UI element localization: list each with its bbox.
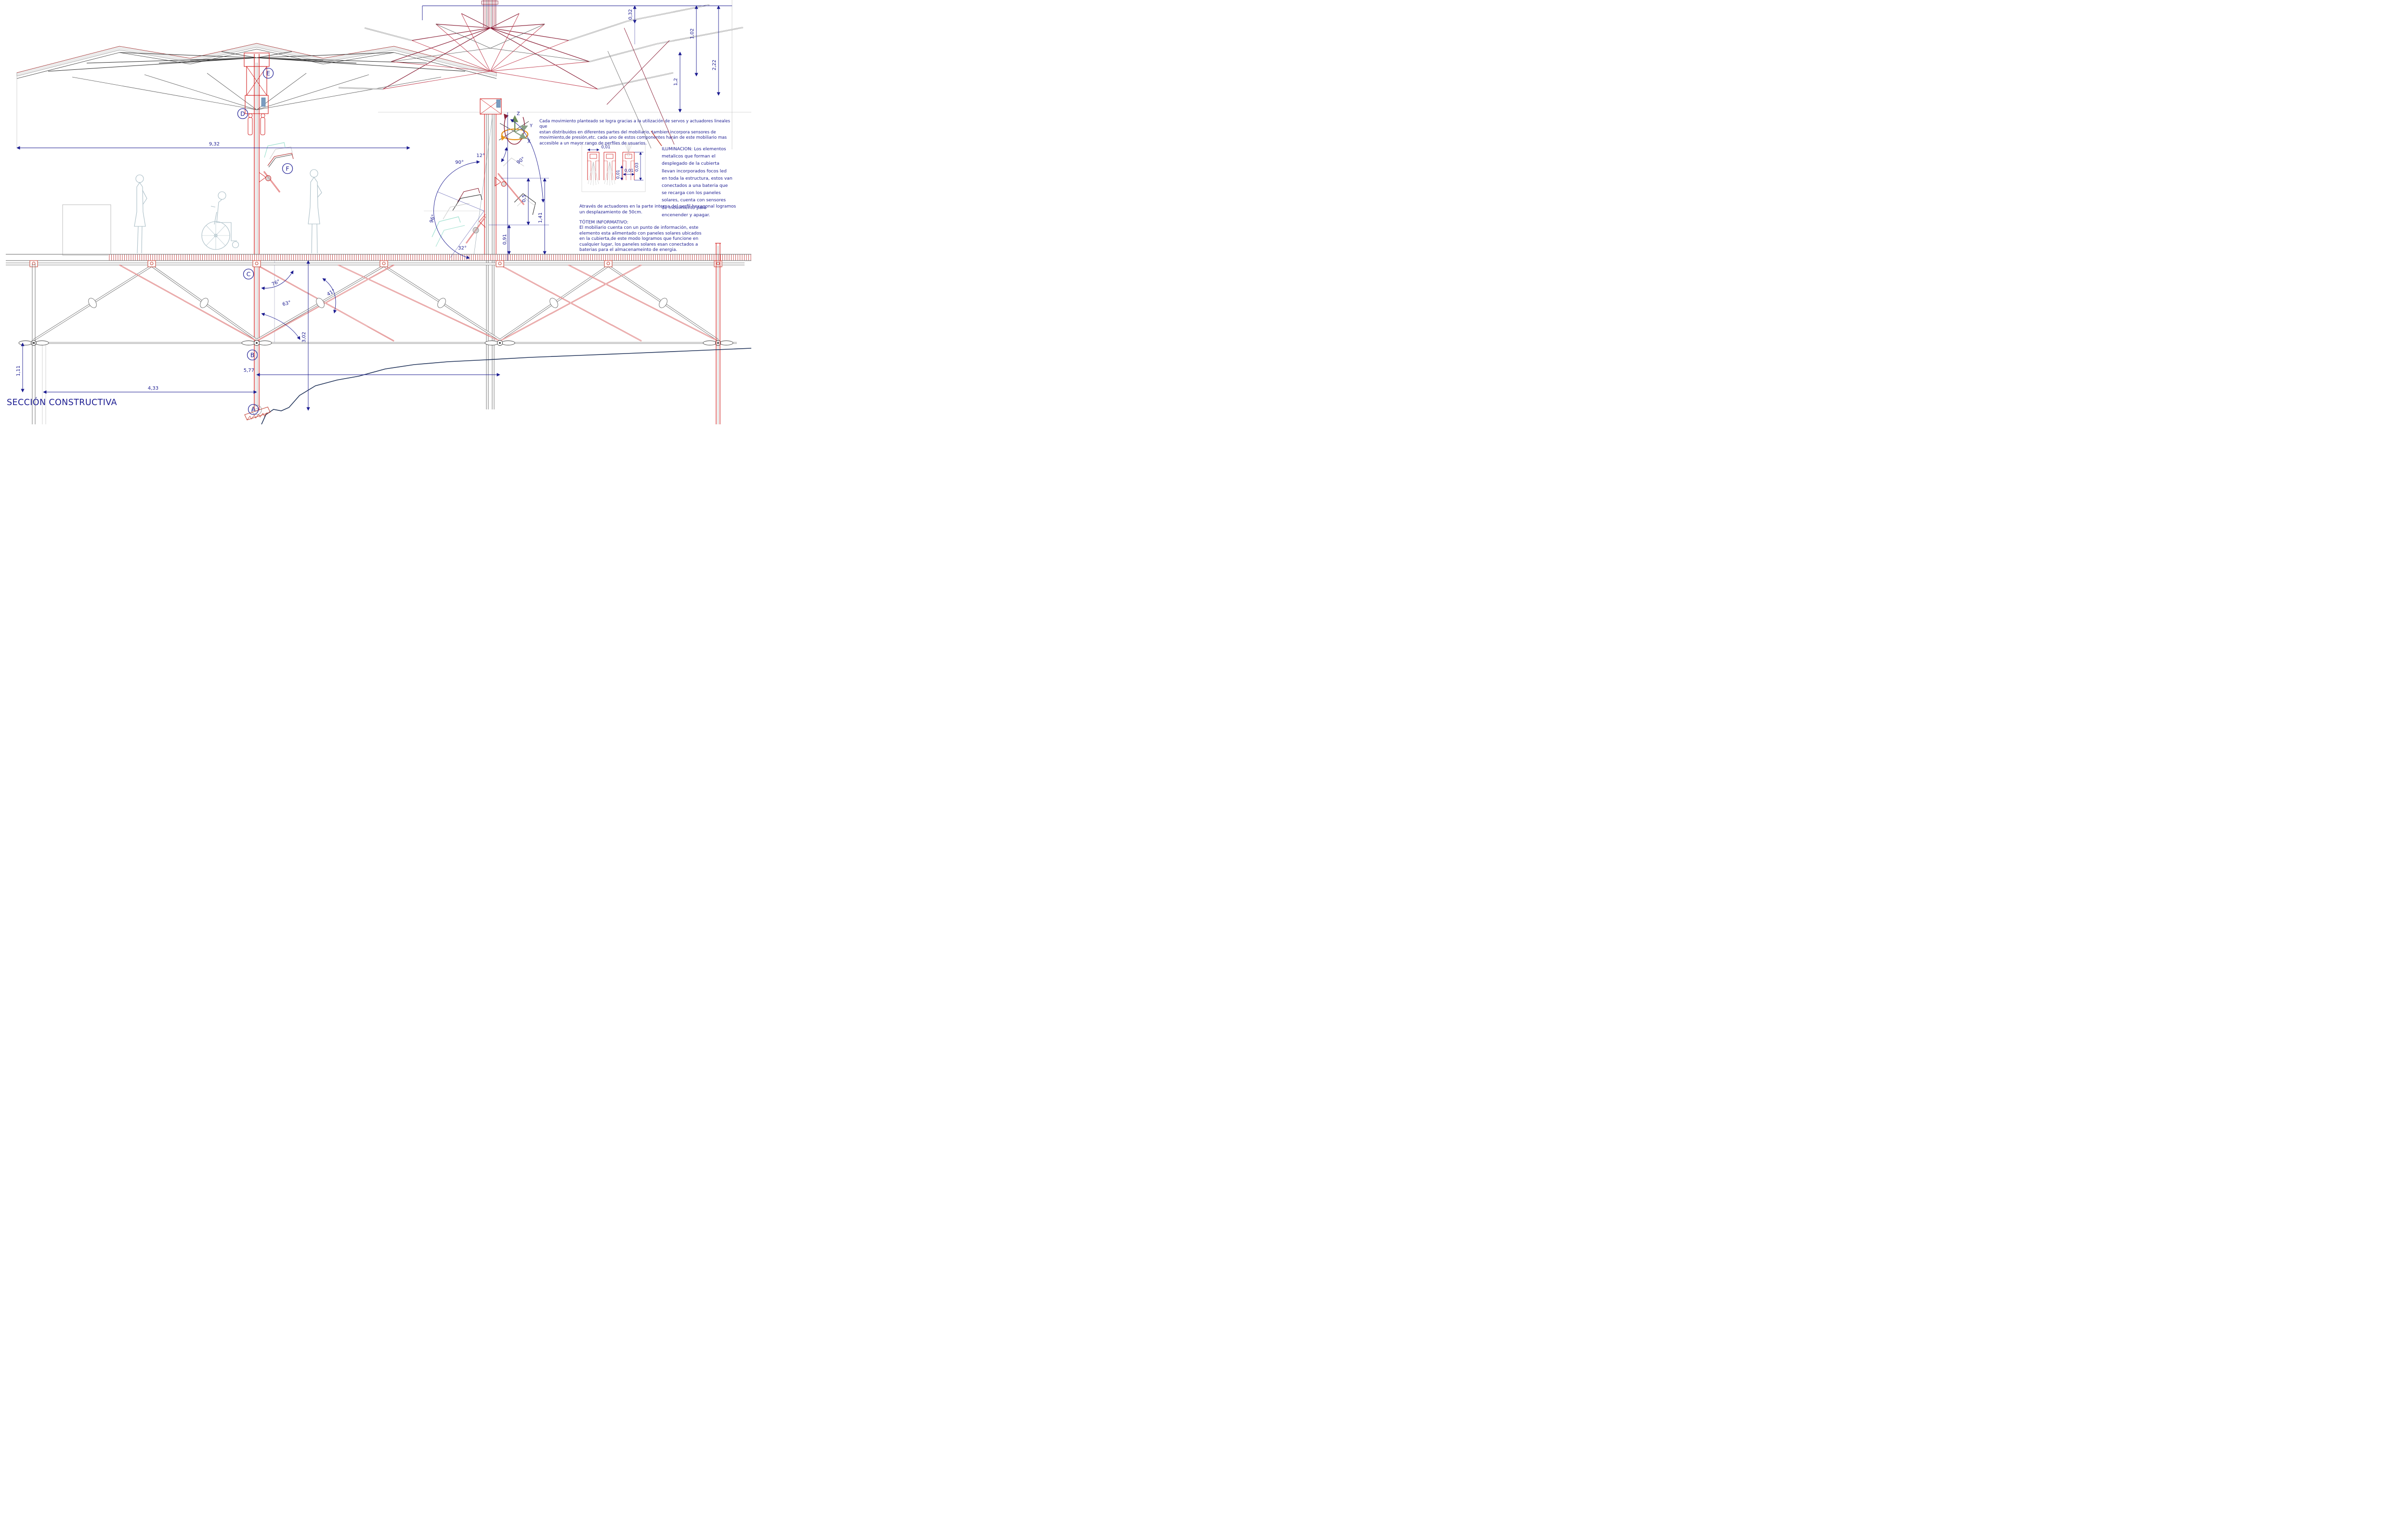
note-servos-actuadores: Cada movimiento planteado se logra graci… <box>539 119 730 146</box>
info-screen-bracket <box>259 142 294 193</box>
axis-gizmo: Z Y X <box>498 111 533 145</box>
upper-screen-bracket <box>495 157 536 215</box>
scissor-arms-gray <box>391 24 590 62</box>
person-standing-right <box>308 169 322 254</box>
totem-screen-positions <box>432 188 486 247</box>
left-mast <box>254 54 260 410</box>
marker-e: E <box>266 70 270 77</box>
marker-b: B <box>250 352 255 359</box>
outer-arms <box>338 4 744 149</box>
marker-a: A <box>251 406 256 413</box>
angle-96: 96° <box>429 214 437 223</box>
construction-section-sheet: Z Y X 0,01 0, <box>0 0 755 424</box>
marker-f: F <box>286 165 289 172</box>
right-mast <box>480 98 502 409</box>
truss-red-diagonals <box>119 264 719 341</box>
letter-marker-texts: A B C D E F <box>240 70 289 413</box>
note-totem-body: El mobiliario cuenta con un punto de inf… <box>579 225 702 253</box>
dim-032: 0,32 <box>628 9 633 20</box>
dim-001-top: 0,01 <box>602 145 611 150</box>
profile-dim-lines <box>587 148 643 181</box>
diagonal-hub-discs <box>88 298 667 308</box>
totem-heading: TÓTEM INFORMATIVO: <box>579 220 628 225</box>
dim-001-vertical: 0,01 <box>616 170 621 179</box>
right-umbrella-folding <box>338 0 744 409</box>
deck-hatch-strip <box>108 254 751 261</box>
dim-433: 4,33 <box>148 386 158 391</box>
scissor-arms-crimson <box>382 13 598 90</box>
letter-markers <box>237 67 293 415</box>
dim-05: 0,5 <box>522 195 527 202</box>
dimension-annotations <box>16 5 732 411</box>
marker-d: D <box>240 110 245 118</box>
actuator-sensor-box <box>496 99 501 108</box>
dim-577: 5,77 <box>244 368 254 373</box>
canopy-edge-red <box>16 43 497 73</box>
dim-141: 1,41 <box>538 212 543 223</box>
angle-annotations <box>261 119 545 340</box>
deck <box>6 254 751 261</box>
canopy-underside <box>16 49 497 79</box>
page-title: SECCIÓN CONSTRUCTIVA <box>7 398 117 407</box>
wall-outline <box>62 204 111 256</box>
scissor-arms-maroon <box>382 13 598 90</box>
marker-c: C <box>247 271 251 278</box>
z-axis-label: Z <box>517 111 520 117</box>
led-light-fans <box>588 142 633 185</box>
dim-12: 1,2 <box>673 78 679 86</box>
y-axis-label: Y <box>529 123 533 129</box>
dim-003: 0,03 <box>635 163 640 172</box>
truss-posts <box>32 243 721 424</box>
angle-76: 76° <box>271 279 281 287</box>
dim-302: 3,02 <box>301 332 307 342</box>
angle-90-totem: 90° <box>455 160 464 165</box>
angle-texts: 12° 90° 90° 96° 32° 76° 63° 41° <box>271 153 526 307</box>
dim-111: 1,11 <box>16 366 21 376</box>
led-profile-detail: 0,01 0,01 0,01 0,03 <box>581 142 646 192</box>
canopy-panels <box>16 43 497 77</box>
dim-222: 2,22 <box>712 60 717 70</box>
dim-932: 9,32 <box>209 142 220 147</box>
canopy-ribs <box>48 51 466 110</box>
angle-63: 63° <box>282 300 291 307</box>
person-standing-left <box>134 174 147 254</box>
mast-mechanism <box>244 52 270 135</box>
dim-091: 0,91 <box>502 234 508 245</box>
apex-bundle <box>481 0 498 27</box>
left-umbrella-deployed <box>16 43 497 410</box>
space-truss <box>6 243 745 424</box>
person-wheelchair <box>201 191 239 250</box>
hydraulic-cylinder-right <box>260 117 265 135</box>
angle-90-top: 90° <box>516 156 526 165</box>
people <box>134 169 322 254</box>
angle-32: 32° <box>458 246 467 251</box>
note-actuadores-perfil: Através de actuadores en la parte intern… <box>579 204 736 215</box>
actuator-sensor-box <box>261 97 266 107</box>
hydraulic-cylinder-left <box>248 117 253 135</box>
truss-diagonals <box>33 265 719 341</box>
note-iluminacion: ILUMINACION: Los elementos metalicos que… <box>662 146 733 218</box>
mast-anchor <box>244 405 271 420</box>
dim-001-right: 0,01 <box>625 169 634 173</box>
terrain-line <box>261 348 752 424</box>
dim-102: 1,02 <box>690 28 695 39</box>
section-drawing-canvas: Z Y X 0,01 0, <box>6 0 752 424</box>
angle-12: 12° <box>476 153 485 158</box>
